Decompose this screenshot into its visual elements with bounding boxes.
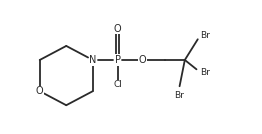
Text: Br: Br [200,68,210,77]
Text: Br: Br [174,91,183,100]
Text: O: O [36,86,43,96]
Text: N: N [89,55,96,65]
Text: P: P [115,55,121,65]
Text: Cl: Cl [113,80,122,89]
Text: Br: Br [200,31,210,40]
Text: O: O [139,55,146,65]
Text: O: O [114,24,122,34]
